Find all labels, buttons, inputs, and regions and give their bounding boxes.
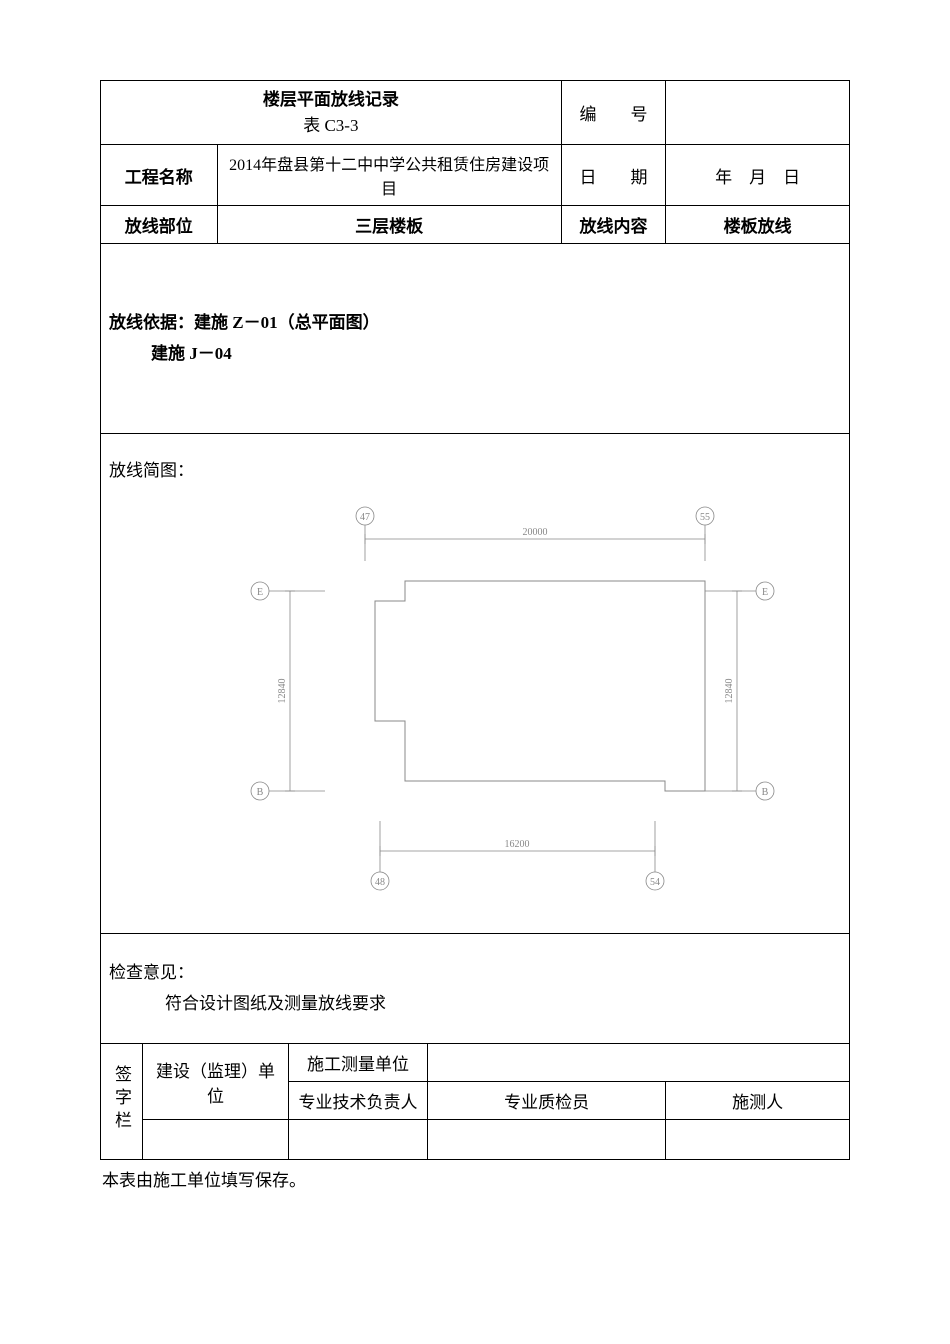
surveyor-label: 施测人 — [666, 1082, 850, 1120]
grid-54: 54 — [650, 877, 660, 888]
basis-label: 放线依据： — [109, 313, 194, 332]
axis-E-right: E — [762, 587, 768, 598]
basis-cell: 放线依据：建施 Z－01（总平面图） 建施 J－04 — [101, 244, 850, 434]
basis-line2: 建施 J－04 — [109, 344, 232, 363]
grid-48: 48 — [375, 877, 385, 888]
diagram-cell: 放线简图： 47 55 20000 — [101, 434, 850, 934]
tech-lead-sign — [289, 1120, 428, 1160]
table-number: 表 C3-3 — [303, 116, 358, 135]
opinion-cell: 检查意见： 符合设计图纸及测量放线要求 — [101, 934, 850, 1044]
basis-line1: 建施 Z－01（总平面图） — [194, 313, 380, 332]
serial-value — [666, 81, 850, 145]
measuring-unit-label: 施工测量单位 — [289, 1044, 428, 1082]
layout-diagram: 47 55 20000 E — [145, 491, 805, 911]
footer-note: 本表由施工单位填写保存。 — [100, 1160, 850, 1197]
dim-bottom: 16200 — [505, 839, 530, 850]
axis-B-left: B — [257, 787, 264, 798]
project-label: 工程名称 — [101, 145, 218, 206]
diagram-label: 放线简图： — [109, 461, 194, 480]
part-value: 三层楼板 — [217, 206, 561, 244]
title-cell: 楼层平面放线记录 表 C3-3 — [101, 81, 562, 145]
tech-lead-label: 专业技术负责人 — [289, 1082, 428, 1120]
building-outline — [375, 581, 705, 791]
qc-label: 专业质检员 — [428, 1082, 666, 1120]
surveyor-sign — [666, 1120, 850, 1160]
axis-E-left: E — [257, 587, 263, 598]
date-label: 日 期 — [561, 145, 666, 206]
part-label: 放线部位 — [101, 206, 218, 244]
dim-right: 12840 — [724, 679, 735, 704]
axis-B-right: B — [762, 787, 769, 798]
measuring-unit-value — [428, 1044, 850, 1082]
content-value: 楼板放线 — [666, 206, 850, 244]
title: 楼层平面放线记录 — [263, 90, 399, 109]
project-value: 2014年盘县第十二中中学公共租赁住房建设项目 — [217, 145, 561, 206]
signature-col-label: 签字栏 — [101, 1044, 143, 1160]
date-value: 年 月 日 — [666, 145, 850, 206]
grid-55: 55 — [700, 512, 710, 523]
supervision-sign — [143, 1120, 289, 1160]
serial-label: 编 号 — [561, 81, 666, 145]
dim-left: 12840 — [277, 679, 288, 704]
construction-supervision-label: 建设（监理）单位 — [143, 1044, 289, 1120]
grid-47: 47 — [360, 512, 370, 523]
content-label: 放线内容 — [561, 206, 666, 244]
opinion-text: 符合设计图纸及测量放线要求 — [109, 994, 386, 1013]
opinion-label: 检查意见： — [109, 963, 194, 982]
dim-top: 20000 — [523, 527, 548, 538]
qc-sign — [428, 1120, 666, 1160]
record-table: 楼层平面放线记录 表 C3-3 编 号 工程名称 2014年盘县第十二中中学公共… — [100, 80, 850, 1160]
